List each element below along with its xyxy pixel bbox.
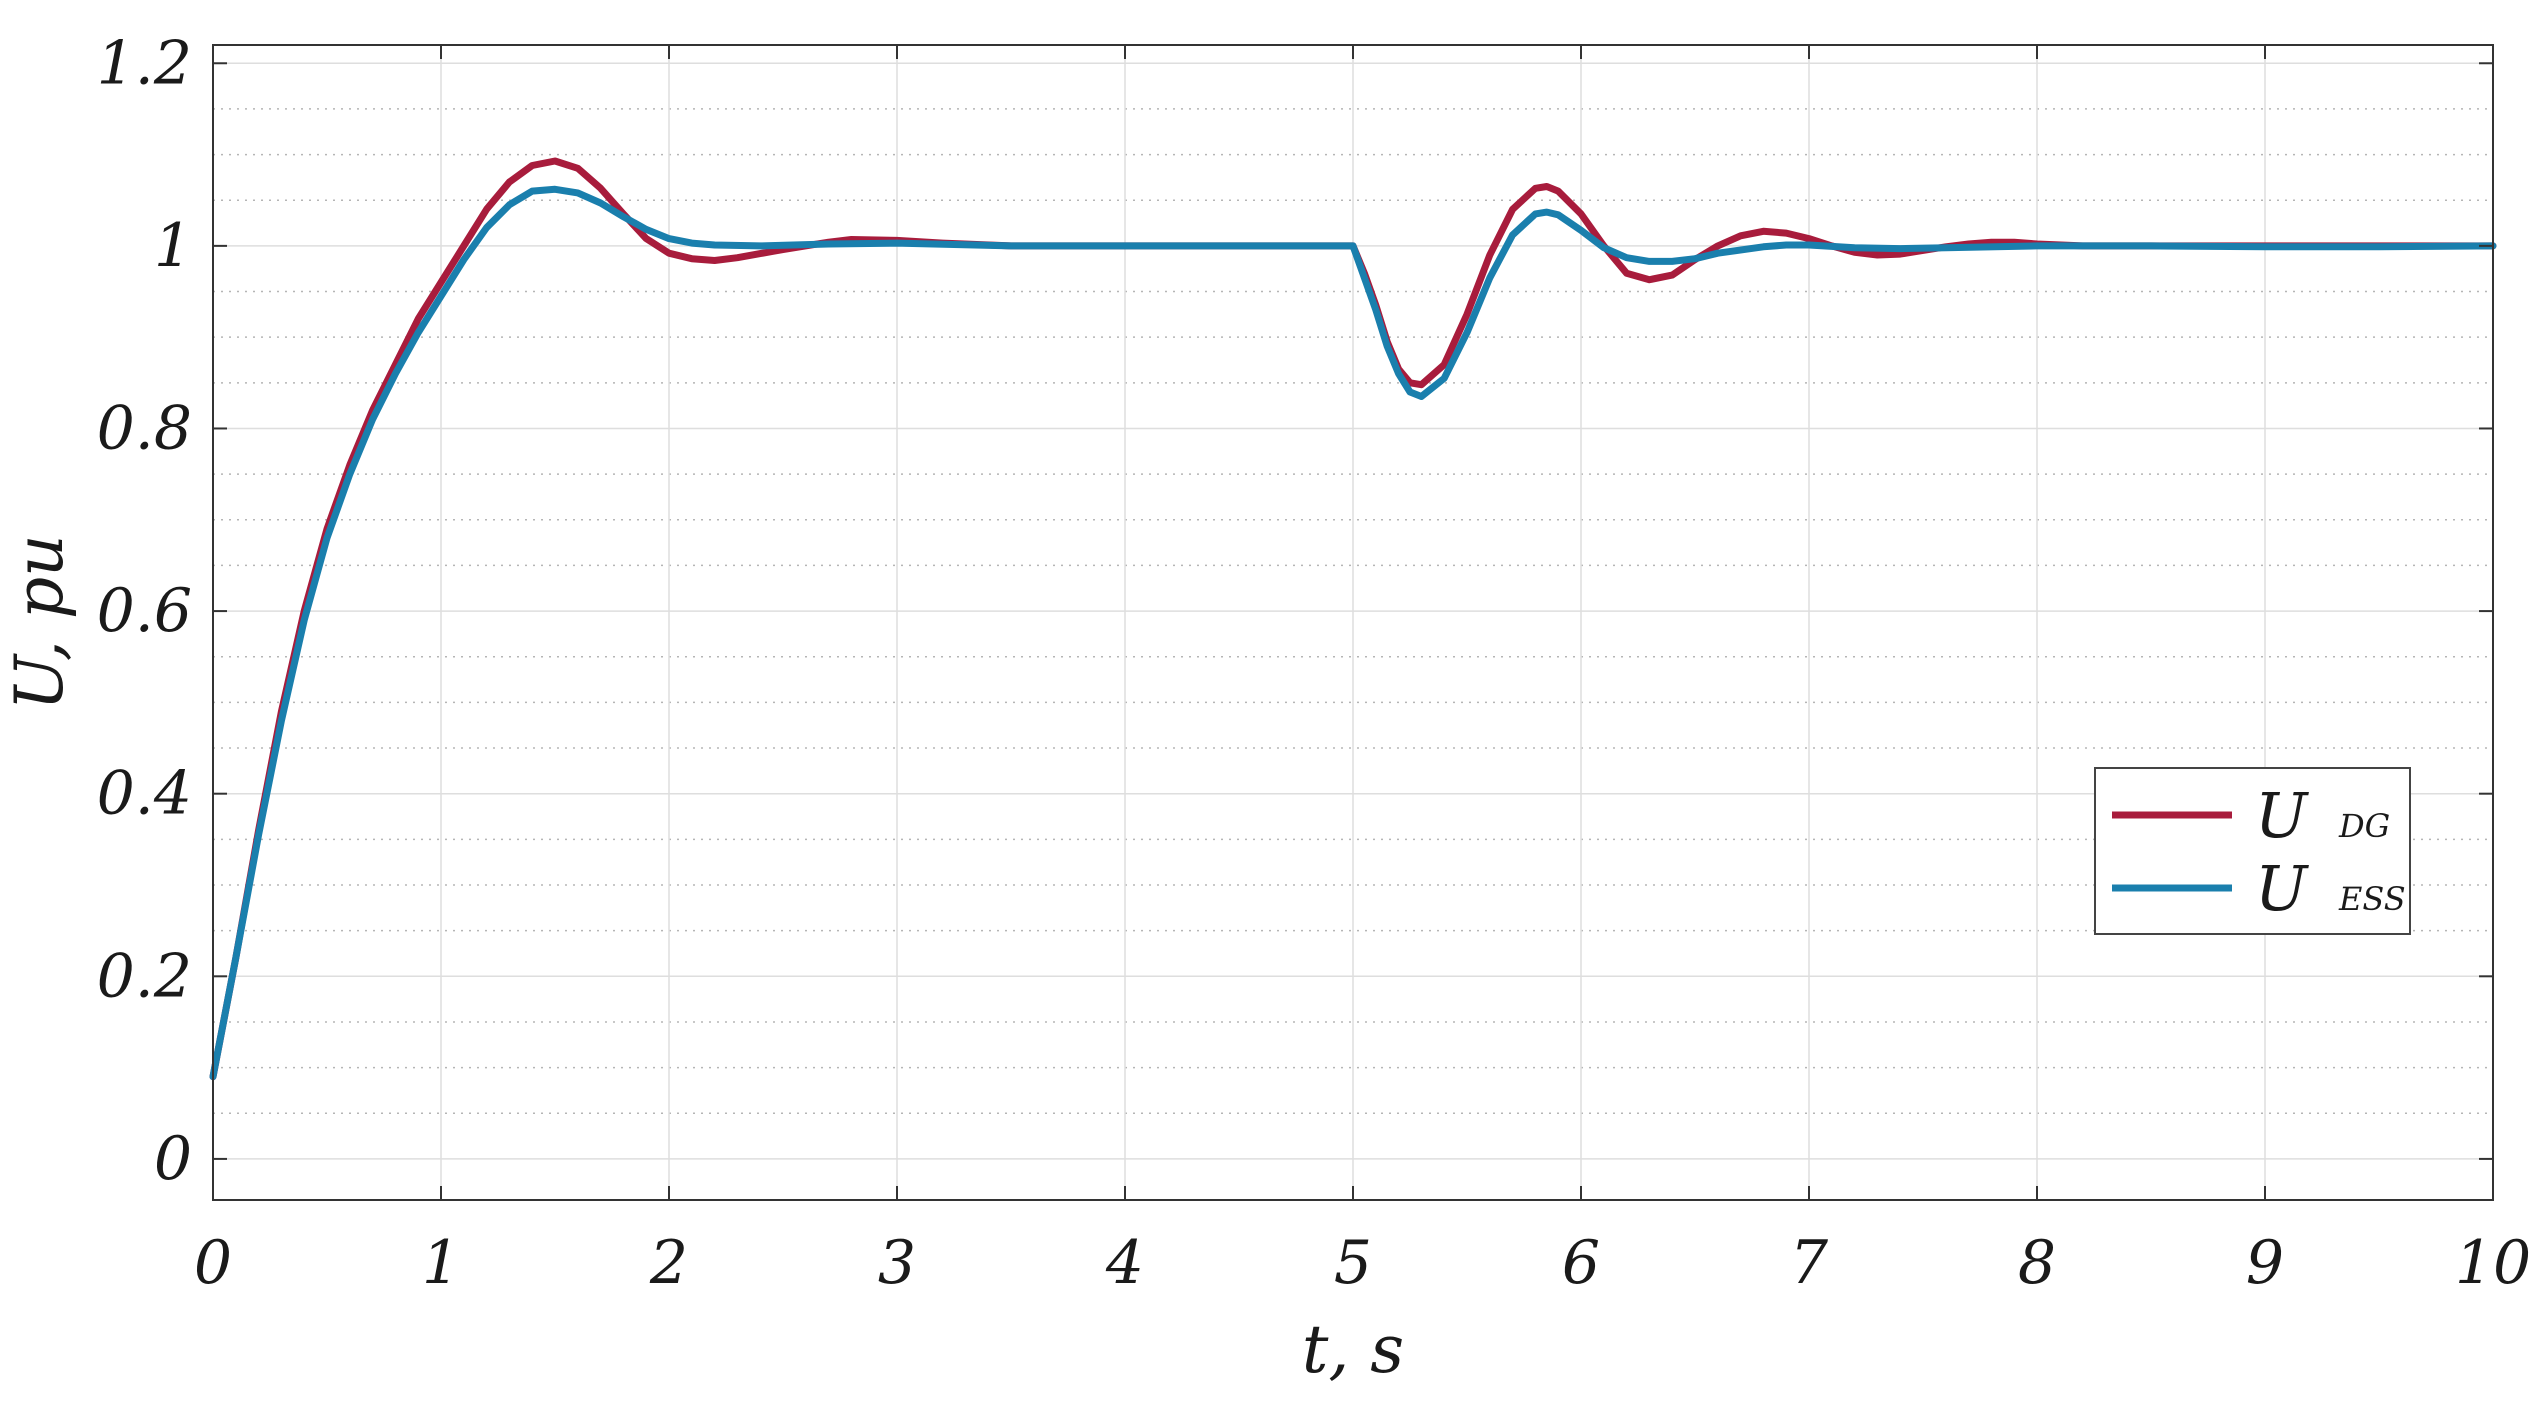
legend-label-dg: U DG bbox=[2255, 779, 2390, 852]
x-tick-label: 6 bbox=[1562, 1228, 1600, 1298]
legend-label-ess: U ESS bbox=[2255, 852, 2406, 925]
x-tick-label: 8 bbox=[2018, 1228, 2056, 1298]
series-line-ess bbox=[209, 185, 2497, 1081]
y-tick-label: 0 bbox=[154, 1124, 192, 1194]
y-tick-label: 1.2 bbox=[97, 28, 192, 98]
y-tick-label: 1 bbox=[154, 211, 192, 281]
x-tick-label: 7 bbox=[1790, 1228, 1829, 1298]
y-tick-label: 0.8 bbox=[97, 393, 192, 463]
legend-box bbox=[2094, 767, 2411, 935]
x-axis-label: t, s bbox=[1302, 1311, 1404, 1388]
x-tick-label: 1 bbox=[422, 1228, 460, 1298]
x-tick-label: 5 bbox=[1334, 1228, 1372, 1298]
y-tick-label: 0.4 bbox=[97, 759, 192, 829]
legend-label-dg-main: U bbox=[2255, 779, 2309, 852]
legend-label-ess-subscript: ESS bbox=[2338, 880, 2406, 918]
legend-label-ess-main: U bbox=[2255, 852, 2309, 925]
x-tick-label: 3 bbox=[878, 1228, 916, 1298]
x-tick-labels: 0 1 2 3 4 5 6 7 8 9 10 bbox=[194, 1228, 2531, 1298]
y-tick-label: 0.2 bbox=[97, 941, 192, 1011]
tick-layer bbox=[212, 45, 2494, 1200]
x-tick-label: 2 bbox=[649, 1228, 688, 1298]
y-tick-label: 0.6 bbox=[97, 576, 192, 646]
legend-label-dg-subscript: DG bbox=[2338, 807, 2390, 845]
x-tick-label: 0 bbox=[194, 1228, 232, 1298]
y-tick-labels: 0 0.2 0.4 0.6 0.8 1 1.2 bbox=[97, 28, 192, 1194]
legend: U DG U ESS bbox=[2094, 767, 2411, 935]
major-grid bbox=[213, 45, 2493, 1200]
series-layer bbox=[209, 157, 2497, 1081]
x-tick-label: 4 bbox=[1105, 1228, 1144, 1298]
y-axis-label: U, pu bbox=[1, 534, 78, 710]
x-tick-label: 9 bbox=[2246, 1228, 2284, 1298]
x-tick-label: 10 bbox=[2455, 1228, 2531, 1298]
